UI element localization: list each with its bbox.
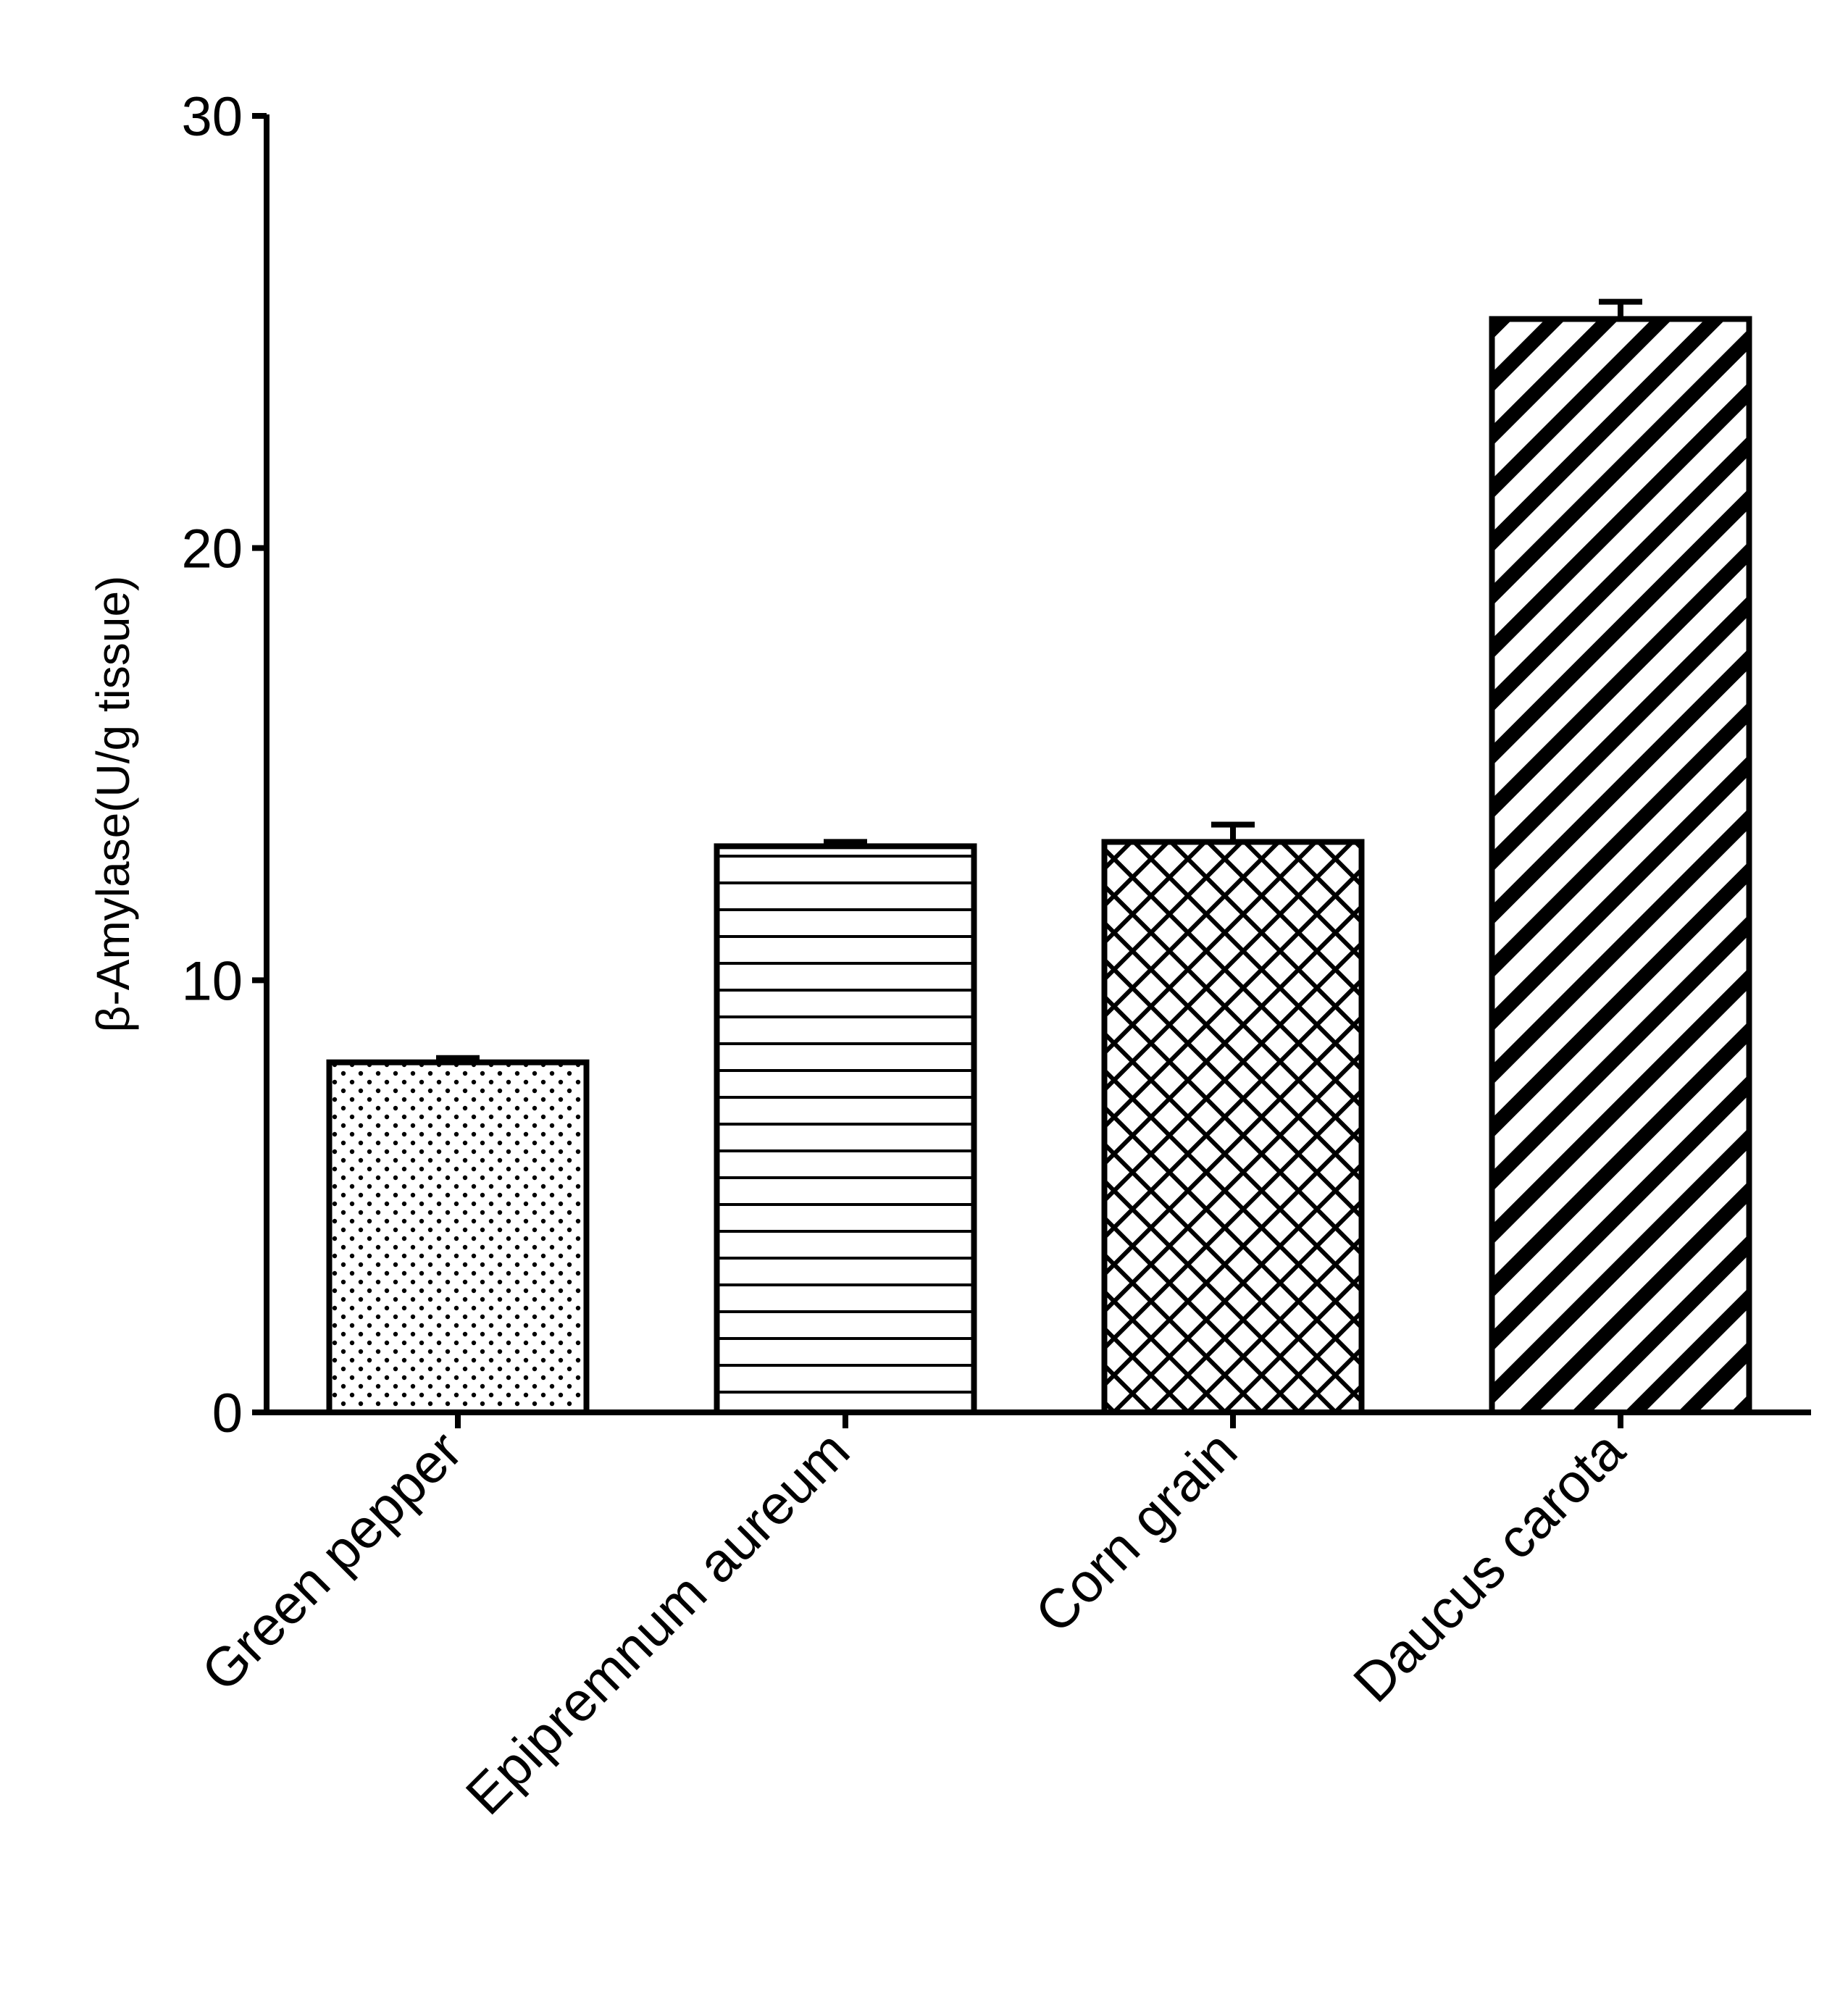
x-tick-label: Green pepper xyxy=(190,1420,474,1704)
bar xyxy=(1489,316,1752,1415)
y-axis-title: β-Amylase(U/g tissue) xyxy=(87,576,139,1033)
x-tick-label: Daucus carota xyxy=(1342,1419,1636,1714)
x-tick-label: Epipremnum aureum xyxy=(454,1420,861,1827)
bar xyxy=(326,1059,590,1415)
y-ticks: 0 10 20 30 xyxy=(181,86,267,1444)
bar-group xyxy=(1489,298,1752,1415)
y-tick-label: 0 xyxy=(212,1383,243,1444)
bars xyxy=(326,298,1752,1416)
bar-group xyxy=(714,839,977,1416)
bar-group xyxy=(1101,821,1365,1415)
bar xyxy=(1101,839,1365,1415)
y-tick-label: 10 xyxy=(181,950,243,1012)
bar xyxy=(714,843,977,1416)
y-tick-label: 20 xyxy=(181,519,243,580)
x-tick-label: Corn grain xyxy=(1024,1420,1249,1645)
y-tick-label: 30 xyxy=(181,86,243,148)
bar-group xyxy=(326,1055,590,1415)
